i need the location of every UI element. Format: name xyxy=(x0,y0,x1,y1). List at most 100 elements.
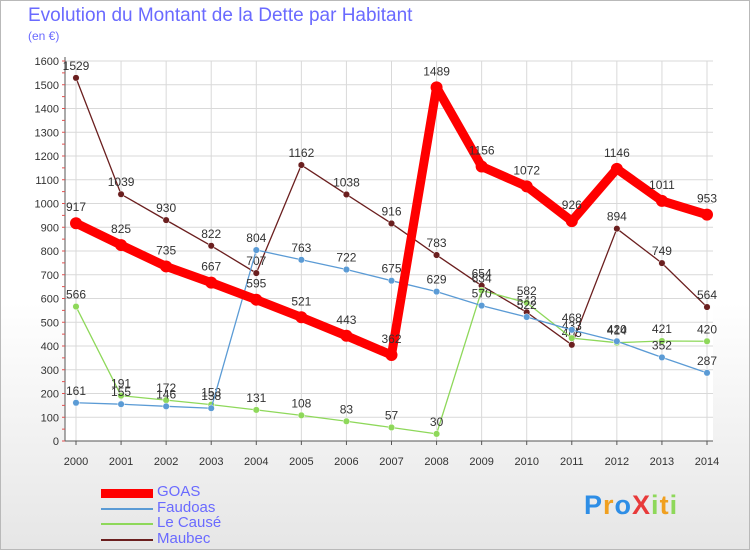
proxiti-logo: ProXiti xyxy=(584,490,678,521)
logo-letter: o xyxy=(614,490,633,520)
y-tick-label: 800 xyxy=(41,246,59,258)
data-label: 1011 xyxy=(649,178,675,192)
data-label: 1162 xyxy=(288,146,314,160)
x-tick-label: 2004 xyxy=(244,456,268,468)
data-point xyxy=(433,251,441,259)
legend-swatch xyxy=(101,507,153,510)
data-point xyxy=(387,423,396,432)
y-tick-label: 900 xyxy=(41,222,59,234)
data-point xyxy=(117,190,125,198)
data-label: 564 xyxy=(697,288,717,302)
data-point xyxy=(70,217,82,230)
y-tick-label: 1100 xyxy=(35,175,59,187)
y-tick-label: 400 xyxy=(41,341,59,353)
data-label: 522 xyxy=(517,298,537,312)
data-label: 146 xyxy=(156,387,176,401)
data-label: 83 xyxy=(340,402,354,416)
data-point xyxy=(387,219,396,227)
data-label: 1039 xyxy=(108,175,135,189)
data-point xyxy=(523,313,531,321)
data-point xyxy=(523,299,531,307)
x-tick-label: 2000 xyxy=(64,456,88,468)
data-label: 161 xyxy=(66,384,86,398)
data-point xyxy=(568,326,576,334)
logo-letter: i xyxy=(669,490,679,520)
data-point xyxy=(703,337,711,345)
data-label: 362 xyxy=(381,332,401,346)
data-label: 138 xyxy=(201,389,221,403)
data-point xyxy=(342,190,350,199)
data-point xyxy=(252,406,260,414)
legend: GOAS Faudoas Le Causé Maubec xyxy=(101,483,301,547)
data-label: 825 xyxy=(111,222,131,236)
data-label: 433 xyxy=(562,319,582,333)
x-tick-label: 2013 xyxy=(650,456,674,468)
data-label: 131 xyxy=(246,391,266,405)
logo-letter: r xyxy=(603,490,615,520)
data-point xyxy=(252,246,260,254)
data-point xyxy=(565,215,578,228)
data-label: 287 xyxy=(697,354,717,368)
data-point xyxy=(703,369,711,377)
x-tick-label: 2006 xyxy=(334,456,358,468)
x-tick-label: 2008 xyxy=(424,456,448,468)
data-label: 420 xyxy=(697,322,717,336)
data-label: 722 xyxy=(336,251,356,265)
data-point xyxy=(613,337,621,345)
data-point xyxy=(475,160,488,173)
data-label: 634 xyxy=(472,271,492,285)
legend-swatch xyxy=(101,538,153,541)
logo-letter: i xyxy=(651,490,660,520)
data-label: 926 xyxy=(562,198,582,212)
legend-swatch xyxy=(101,523,153,525)
data-point xyxy=(252,269,260,277)
data-point xyxy=(342,417,350,425)
data-label: 1038 xyxy=(333,175,360,189)
data-label: 566 xyxy=(66,288,86,302)
x-tick-label: 2005 xyxy=(289,456,313,468)
y-tick-label: 600 xyxy=(41,294,59,306)
legend-swatch xyxy=(101,488,153,498)
x-tick-label: 2003 xyxy=(199,456,223,468)
y-tick-label: 1400 xyxy=(35,104,59,116)
data-label: 783 xyxy=(427,236,447,250)
data-label: 420 xyxy=(607,322,627,336)
data-label: 57 xyxy=(385,408,399,422)
y-tick-label: 1500 xyxy=(35,80,59,92)
data-point xyxy=(340,329,353,342)
data-point xyxy=(342,265,350,274)
data-point xyxy=(115,239,128,252)
legend-label: Maubec xyxy=(157,529,211,547)
data-point xyxy=(655,194,668,207)
x-tick-label: 2012 xyxy=(605,456,629,468)
data-point xyxy=(613,225,621,233)
x-tick-label: 2007 xyxy=(379,456,403,468)
data-point xyxy=(162,402,170,410)
data-label: 894 xyxy=(607,210,627,224)
data-label: 675 xyxy=(381,262,401,276)
y-tick-label: 100 xyxy=(41,412,59,424)
logo-letter: X xyxy=(632,490,652,520)
data-label: 1156 xyxy=(469,143,495,157)
y-tick-label: 1200 xyxy=(35,151,59,163)
legend-label: Faudoas xyxy=(157,498,216,516)
series-faudoas: 161 155 146 138 804 763 722 675 629 570 522 468 420 3… xyxy=(66,231,717,412)
x-tick-label: 2001 xyxy=(109,456,133,468)
data-label: 191 xyxy=(111,377,131,391)
data-label: 521 xyxy=(291,294,311,308)
y-tick-label: 1000 xyxy=(35,199,59,211)
data-label: 804 xyxy=(246,231,266,245)
data-point xyxy=(295,311,308,324)
logo-letter: P xyxy=(584,490,604,520)
data-point xyxy=(117,400,125,408)
series-maubec: 1529103993082270711621038916783654542405… xyxy=(63,59,717,349)
data-point xyxy=(430,81,443,94)
data-label: 953 xyxy=(697,192,717,206)
data-label: 570 xyxy=(472,287,492,301)
data-label: 172 xyxy=(156,381,176,395)
data-label: 1529 xyxy=(63,59,90,73)
logo-letter: t xyxy=(659,490,670,520)
data-label: 30 xyxy=(430,415,444,429)
